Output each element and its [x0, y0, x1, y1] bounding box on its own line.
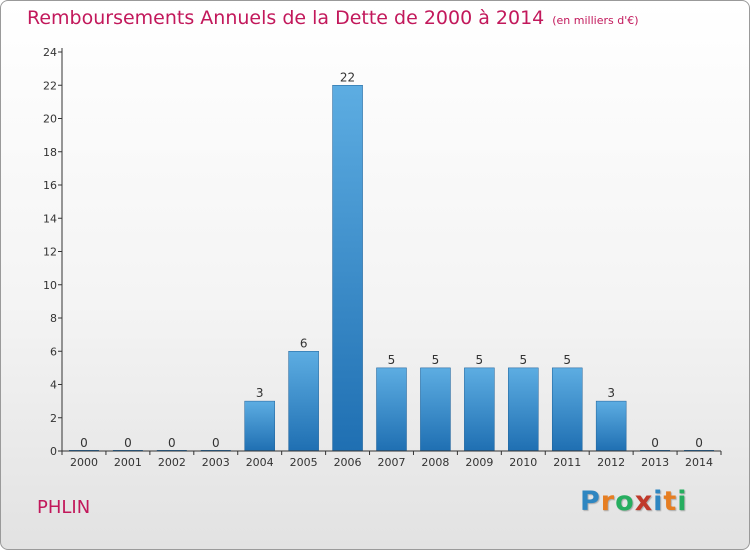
- y-tick-label: 8: [50, 312, 57, 325]
- logo-letter: o: [615, 486, 635, 517]
- y-tick-label: 20: [43, 113, 57, 126]
- x-tick-label: 2006: [334, 456, 362, 469]
- bar: [332, 85, 363, 452]
- x-axis: 2000 2001 2002 2003 2004 2005 2006 2007 2008 2009…: [61, 450, 722, 469]
- bar: [508, 367, 539, 452]
- data-labels: 0 0 0 0 3 6 22 5 5 5 5 5 3 0 0: [80, 70, 703, 450]
- data-label: 0: [651, 436, 659, 450]
- bar: [420, 367, 451, 452]
- y-tick-label: 12: [43, 246, 57, 259]
- y-tick-label: 4: [50, 379, 57, 392]
- data-label: 5: [476, 353, 484, 367]
- x-tick-label: 2002: [158, 456, 186, 469]
- data-label: 5: [519, 353, 527, 367]
- x-tick-label: 2001: [114, 456, 142, 469]
- x-tick-label: 2005: [290, 456, 318, 469]
- bar: [288, 351, 319, 452]
- y-tick-label: 2: [50, 412, 57, 425]
- y-tick-label: 14: [43, 212, 57, 225]
- y-tick-label: 22: [43, 79, 57, 92]
- x-tick-label: 2009: [465, 456, 493, 469]
- logo-letter: x: [634, 486, 654, 517]
- x-tick-label: 2008: [421, 456, 449, 469]
- x-tick-label: 2010: [509, 456, 537, 469]
- commune-name: PHLIN: [37, 497, 91, 518]
- data-label: 3: [607, 386, 615, 400]
- data-label: 22: [340, 70, 355, 84]
- data-label: 5: [388, 353, 396, 367]
- logo-letter: P: [580, 486, 601, 517]
- x-tick-label: 2012: [597, 456, 625, 469]
- data-label: 0: [212, 436, 220, 450]
- bar: [595, 400, 627, 452]
- data-label: 5: [563, 353, 571, 367]
- proxiti-logo: Proxiti: [580, 486, 688, 517]
- x-tick-label: 2004: [246, 456, 274, 469]
- chart-title: Remboursements Annuels de la Dette de 20…: [27, 7, 639, 29]
- data-label: 6: [300, 336, 308, 350]
- y-tick-label: 10: [43, 279, 57, 292]
- x-tick-label: 2003: [202, 456, 230, 469]
- title-text: Remboursements Annuels de la Dette de 20…: [27, 7, 545, 29]
- data-label: 3: [256, 386, 264, 400]
- y-tick-label: 6: [50, 345, 57, 358]
- data-label: 5: [432, 353, 440, 367]
- y-tick-label: 24: [43, 46, 57, 59]
- logo-letter: t: [663, 486, 678, 517]
- data-label: 0: [168, 436, 176, 450]
- x-tick-label: 2013: [641, 456, 669, 469]
- data-label: 0: [124, 436, 132, 450]
- x-tick-label: 2000: [70, 456, 98, 469]
- data-label: 0: [80, 436, 88, 450]
- y-tick-label: 18: [43, 146, 57, 159]
- bar: [244, 400, 275, 452]
- bars: [68, 85, 715, 452]
- unit-label: (en milliers d'€): [552, 14, 639, 27]
- bar: [376, 367, 407, 452]
- y-tick-label: 16: [43, 179, 57, 192]
- x-tick-label: 2014: [685, 456, 713, 469]
- logo-letter: i: [653, 486, 664, 517]
- logo-letter: r: [600, 486, 616, 517]
- x-tick-label: 2007: [378, 456, 406, 469]
- logo-letter: i: [677, 486, 688, 517]
- x-tick-label: 2011: [553, 456, 581, 469]
- bar: [464, 367, 495, 452]
- y-tick-label: 0: [50, 445, 57, 458]
- data-label: 0: [695, 436, 703, 450]
- bar: [551, 367, 583, 452]
